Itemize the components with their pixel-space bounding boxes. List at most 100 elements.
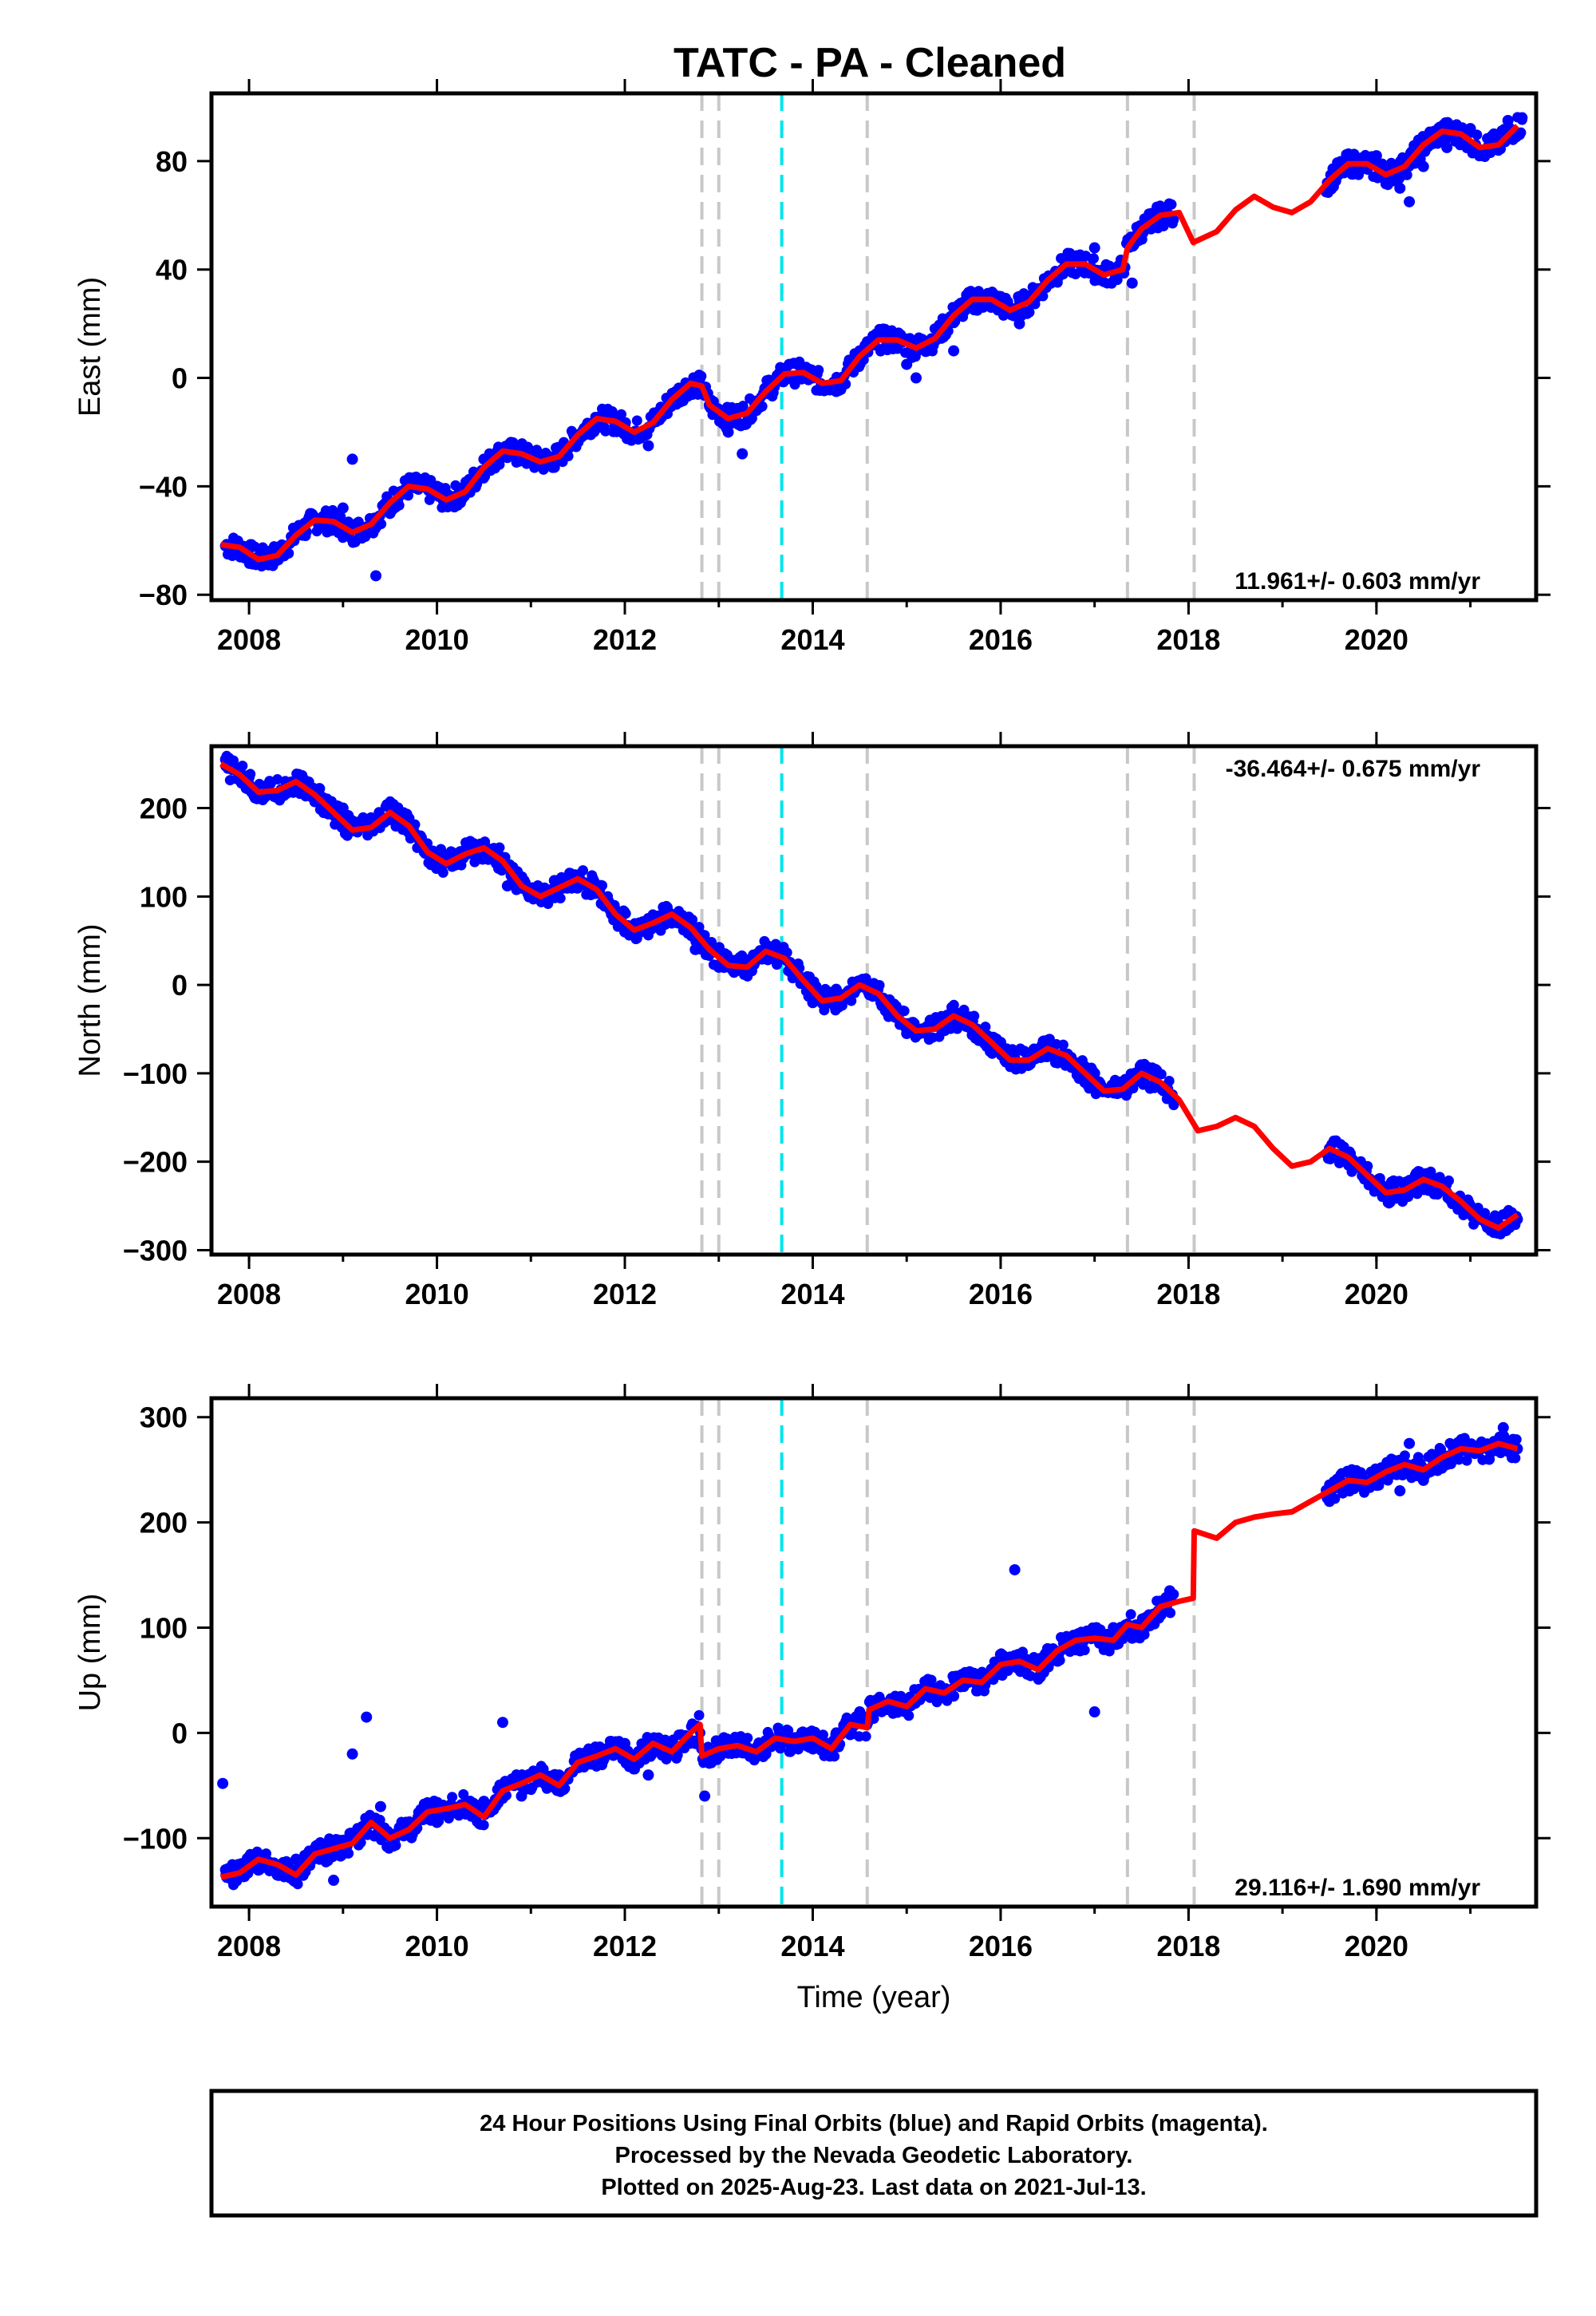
north-data-point <box>1156 1069 1167 1080</box>
north-data-point <box>1403 1192 1414 1203</box>
east-ytick-label: 0 <box>172 362 188 395</box>
up-data-point <box>742 1733 753 1744</box>
north-data-point <box>1057 1039 1069 1050</box>
up-data-point <box>343 1848 354 1859</box>
east-xtick-label: 2020 <box>1345 623 1408 656</box>
east-data-point <box>737 448 749 460</box>
up-ytick-label: 100 <box>140 1612 188 1645</box>
up-ytick-label: 200 <box>140 1507 188 1539</box>
up-ytick-label: −100 <box>123 1822 188 1855</box>
up-data-point <box>292 1879 303 1890</box>
east-data-point <box>910 372 922 384</box>
up-data-point <box>829 1751 840 1762</box>
north-data-point <box>1362 1160 1373 1172</box>
east-data-point <box>1166 199 1177 210</box>
north-rate-label: -36.464+/- 0.675 mm/yr <box>1226 756 1481 782</box>
up-data-point <box>1104 1646 1115 1657</box>
east-data-point <box>376 519 387 530</box>
east-data-point <box>1377 158 1388 169</box>
east-data-point <box>425 475 437 486</box>
up-data-point <box>390 1840 401 1851</box>
north-data-point <box>245 769 256 780</box>
up-data-point <box>1436 1444 1447 1455</box>
east-ytick-label: −40 <box>139 470 188 503</box>
up-data-point <box>1125 1609 1136 1620</box>
up-data-point <box>1453 1454 1464 1465</box>
north-data-point <box>555 893 566 904</box>
north-data-point <box>969 1010 980 1022</box>
east-ytick-label: 80 <box>156 145 188 178</box>
east-data-point <box>600 425 611 437</box>
up-data-point <box>699 1790 711 1802</box>
up-data-point <box>1088 1706 1100 1718</box>
up-data-point <box>1009 1563 1021 1575</box>
north-data-point <box>1163 1076 1175 1087</box>
east-data-point <box>757 401 768 412</box>
east-data-point <box>249 541 260 552</box>
east-data-point <box>1112 275 1123 286</box>
east-rate-label: 11.961+/- 0.603 mm/yr <box>1235 568 1480 595</box>
north-xtick-label: 2012 <box>593 1278 657 1310</box>
east-data-point <box>403 490 414 501</box>
east-panel: 2008 2010 2012 2014 2016 2018 2020−80−4004080 … <box>73 79 1551 656</box>
north-ytick-label: −100 <box>123 1057 188 1090</box>
up-data-point <box>1477 1454 1488 1465</box>
north-data-point <box>819 1005 830 1016</box>
up-data-point <box>783 1725 794 1736</box>
north-data-point <box>1510 1219 1521 1231</box>
east-data-point <box>1037 290 1049 302</box>
north-xtick-label: 2016 <box>969 1278 1033 1310</box>
east-data-point <box>1485 148 1496 159</box>
east-data-point <box>484 448 495 459</box>
east-data-point <box>616 409 627 420</box>
up-data-point <box>693 1709 705 1721</box>
up-data-point <box>328 1875 340 1887</box>
north-data-point <box>1479 1207 1491 1219</box>
east-data-point <box>393 500 405 511</box>
up-data-point <box>1079 1645 1090 1656</box>
north-data-point <box>237 761 248 772</box>
up-data-point <box>496 1717 508 1729</box>
east-model-line <box>220 124 1519 563</box>
east-data-point <box>1126 277 1138 289</box>
east-ytick-label: 40 <box>156 254 188 287</box>
north-xtick-label: 2014 <box>780 1278 844 1310</box>
north-model-line <box>219 761 1519 1231</box>
up-data-point <box>1165 1607 1176 1618</box>
north-ytick-label: 200 <box>140 792 188 825</box>
east-panel-frame <box>209 91 1539 603</box>
up-data-point <box>374 1800 386 1812</box>
north-ytick-label: −300 <box>123 1234 188 1267</box>
east-data-point <box>1088 242 1100 254</box>
up-data-point <box>689 1735 700 1746</box>
up-data-point <box>1445 1458 1456 1469</box>
up-panel: 2008 2010 2012 2014 2016 2018 2020 −100 0 100 200 3… <box>73 1384 1551 2014</box>
east-xtick-label: 2012 <box>593 623 657 656</box>
east-data-point <box>631 415 642 426</box>
east-xtick-label: 2016 <box>969 623 1033 656</box>
east-data-point <box>1404 196 1416 207</box>
up-data-point <box>895 1690 907 1701</box>
east-data-point <box>346 453 358 465</box>
footer-frame <box>209 2089 1539 2218</box>
up-data-point <box>374 1814 385 1825</box>
up-data-point <box>447 1792 458 1803</box>
east-ytick-label: −80 <box>139 579 188 611</box>
east-xtick-label: 2010 <box>405 623 469 656</box>
east-data-point <box>1168 214 1179 225</box>
up-xtick-label: 2012 <box>593 1930 657 1962</box>
up-data-point <box>538 1764 549 1775</box>
up-data-point <box>1329 1493 1341 1504</box>
up-data-point <box>478 1820 489 1831</box>
up-data-point <box>1168 1589 1179 1600</box>
up-model-line <box>220 1441 1519 1880</box>
north-panel-frame <box>209 744 1539 1257</box>
north-data-point <box>437 867 448 878</box>
footer-line-2: Processed by the Nevada Geodetic Laborat… <box>615 2143 1133 2168</box>
east-xtick-label: 2008 <box>217 623 281 656</box>
north-xtick-label: 2008 <box>217 1278 281 1310</box>
north-data-point <box>980 1022 991 1033</box>
east-data-point <box>1472 129 1483 140</box>
east-data-point <box>813 365 824 376</box>
north-data-point <box>597 879 608 891</box>
